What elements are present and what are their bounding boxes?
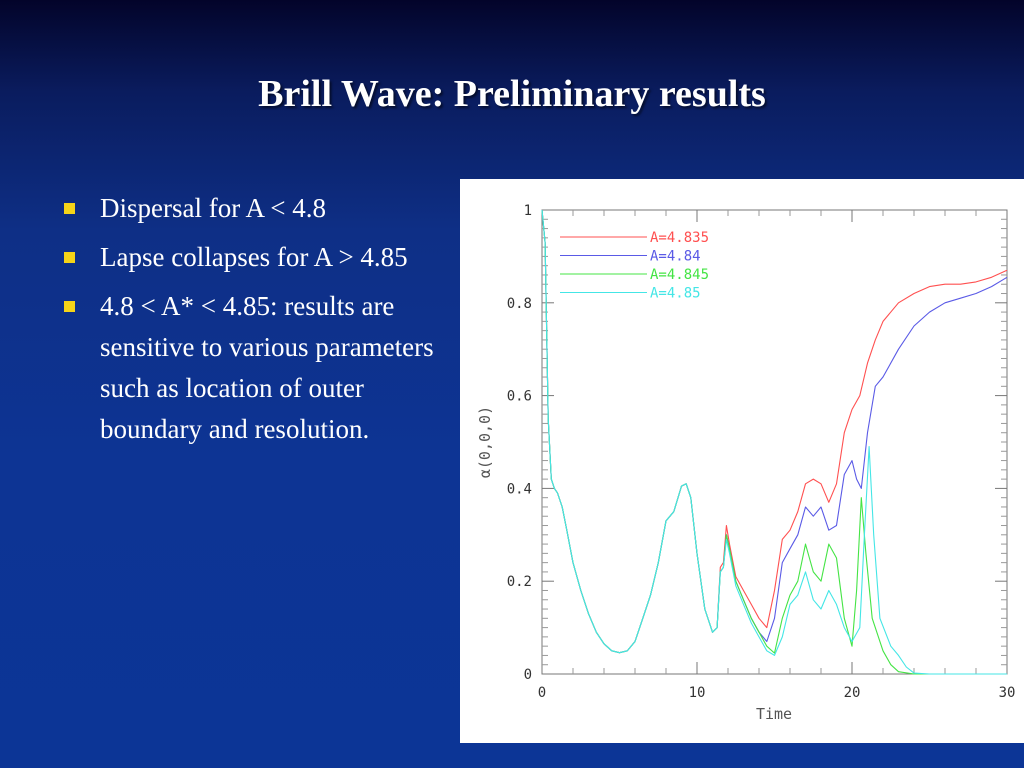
x-axis-label: Time: [756, 705, 792, 723]
y-tick-label: 0.8: [507, 296, 532, 312]
series-line: [541, 209, 1008, 654]
bullet-text: Dispersal for A < 4.8: [100, 193, 326, 223]
bullet-square-icon: [64, 252, 75, 263]
y-tick-label: 0.6: [507, 389, 532, 405]
x-tick-label: 30: [999, 685, 1016, 701]
bullet-list: Dispersal for A < 4.8 Lapse collapses fo…: [60, 188, 450, 458]
bullet-square-icon: [64, 301, 75, 312]
plot-frame: [541, 209, 1008, 675]
y-tick-label: 1: [524, 203, 532, 219]
series-lines: [541, 209, 1008, 675]
series-line: [541, 209, 1008, 654]
y-tick-label: 0: [524, 667, 532, 683]
y-tick-label: 0.4: [507, 481, 532, 497]
chart-legend: A=4.835 A=4.84 A=4.845 A=4.85: [560, 230, 709, 302]
slide-title: Brill Wave: Preliminary results: [258, 73, 766, 115]
series-line: [541, 209, 1007, 675]
bullet-text: 4.8 < A* < 4.85: results are sensitive t…: [100, 291, 434, 444]
chart-panel: 0 10 20 30 0 0.2 0.4 0.6 0.8 1 A=4.835 A=4.84 A=4.8…: [460, 179, 1024, 743]
x-tick-label: 0: [538, 685, 546, 701]
y-axis-label: α(0,0,0): [476, 406, 494, 478]
bullet-item: Dispersal for A < 4.8: [60, 188, 450, 229]
bullet-item: 4.8 < A* < 4.85: results are sensitive t…: [60, 286, 450, 450]
legend-label: A=4.845: [650, 267, 709, 283]
bullet-text: Lapse collapses for A > 4.85: [100, 242, 408, 272]
x-tick-label: 10: [689, 685, 706, 701]
bullet-item: Lapse collapses for A > 4.85: [60, 237, 450, 278]
y-tick-label: 0.2: [507, 574, 532, 590]
x-tick-label: 20: [844, 685, 861, 701]
legend-label: A=4.835: [650, 230, 709, 246]
legend-label: A=4.84: [650, 249, 701, 265]
series-line: [541, 209, 1007, 675]
legend-label: A=4.85: [650, 286, 701, 302]
bullet-square-icon: [64, 203, 75, 214]
axis-ticks: 0 10 20 30 0 0.2 0.4 0.6 0.8 1: [507, 203, 1016, 701]
